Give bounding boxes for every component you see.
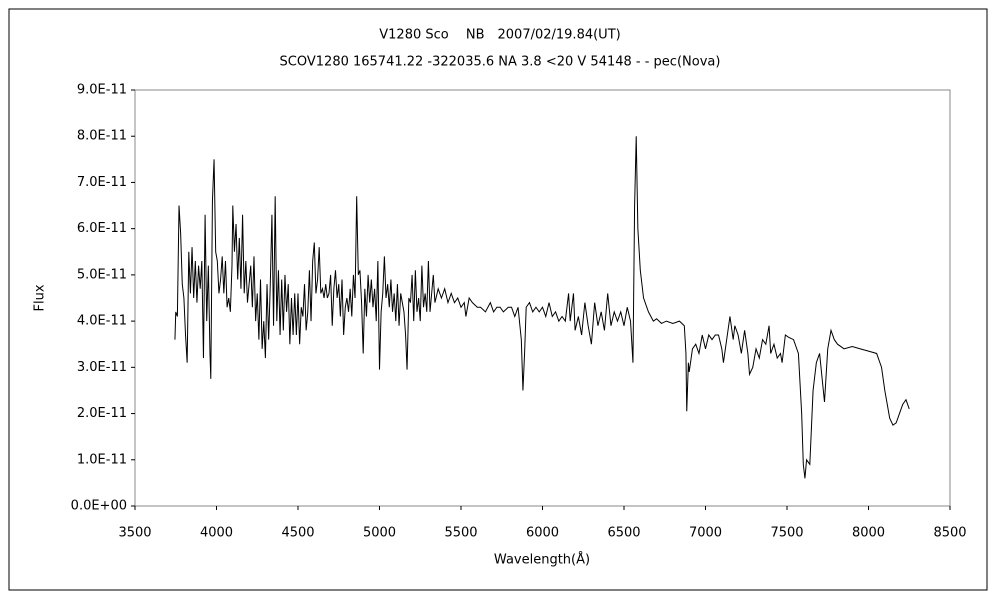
y-tick-label: 2.0E-11 <box>77 406 127 421</box>
spectrum-line <box>174 136 910 479</box>
x-tick-label: 7000 <box>689 526 722 541</box>
x-tick-label: 8000 <box>852 526 885 541</box>
y-tick-label: 4.0E-11 <box>77 314 127 329</box>
y-tick-label: 9.0E-11 <box>77 83 127 98</box>
y-tick-label: 5.0E-11 <box>77 267 127 282</box>
x-tick-label: 7500 <box>770 526 803 541</box>
y-tick-label: 6.0E-11 <box>77 221 127 236</box>
chart-subtitle: SCOV1280 165741.22 -322035.6 NA 3.8 <20 … <box>280 55 721 70</box>
x-tick-label: 6000 <box>526 526 559 541</box>
x-tick-label: 6500 <box>607 526 640 541</box>
x-tick-label: 5500 <box>444 526 477 541</box>
x-tick-label: 3500 <box>118 526 151 541</box>
x-tick-label: 4500 <box>281 526 314 541</box>
chart-title: V1280 Sco NB 2007/02/19.84(UT) <box>379 28 620 43</box>
chart-frame <box>8 8 988 591</box>
y-tick-label: 0.0E+00 <box>71 499 127 514</box>
y-axis-label: Flux <box>33 284 48 311</box>
x-tick-label: 4000 <box>200 526 233 541</box>
y-tick-label: 7.0E-11 <box>77 175 127 190</box>
y-tick-label: 3.0E-11 <box>77 360 127 375</box>
y-tick-label: 1.0E-11 <box>77 452 127 467</box>
x-tick-label: 5000 <box>363 526 396 541</box>
x-tick-label: 8500 <box>933 526 966 541</box>
y-tick-label: 8.0E-11 <box>77 129 127 144</box>
x-axis-label: Wavelength(Å) <box>494 552 590 568</box>
